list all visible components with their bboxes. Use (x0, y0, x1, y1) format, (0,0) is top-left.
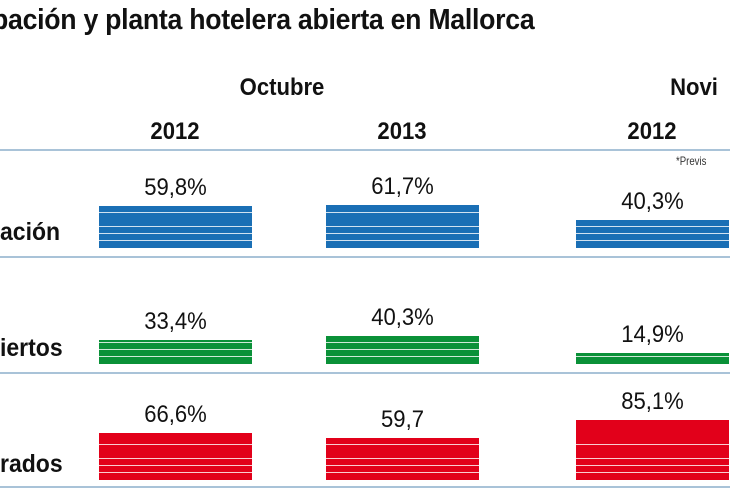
year-label: 2012 (627, 118, 677, 145)
row-label-abiertos: iertos (0, 334, 63, 362)
data-label: 61,7% (371, 173, 434, 200)
bar (326, 205, 479, 248)
month-noviembre: Novi (670, 74, 718, 101)
data-label: 33,4% (144, 308, 207, 335)
chart-title: pación y planta hotelera abierta en Mall… (0, 4, 535, 36)
bar (99, 433, 252, 480)
data-label: 59,7 (381, 406, 424, 433)
divider (0, 149, 730, 151)
bar (99, 206, 252, 248)
bar (576, 420, 729, 480)
bar (326, 336, 479, 364)
year-label: 2012 (150, 118, 200, 145)
divider (0, 256, 730, 258)
data-label: 14,9% (621, 321, 684, 348)
data-label: 40,3% (621, 188, 684, 215)
bar (99, 340, 252, 364)
footnote: *Previs (676, 154, 707, 168)
bar (326, 438, 479, 480)
divider (0, 486, 730, 488)
divider (0, 372, 730, 374)
bar (576, 220, 729, 248)
row-label-cerrados: rados (0, 450, 63, 478)
year-label: 2013 (377, 118, 427, 145)
bar (576, 353, 729, 364)
data-label: 85,1% (621, 388, 684, 415)
data-label: 40,3% (371, 304, 434, 331)
month-octubre: Octubre (239, 74, 325, 101)
row-label-ocupacion: ación (0, 218, 61, 246)
data-label: 66,6% (144, 401, 207, 428)
data-label: 59,8% (144, 174, 207, 201)
